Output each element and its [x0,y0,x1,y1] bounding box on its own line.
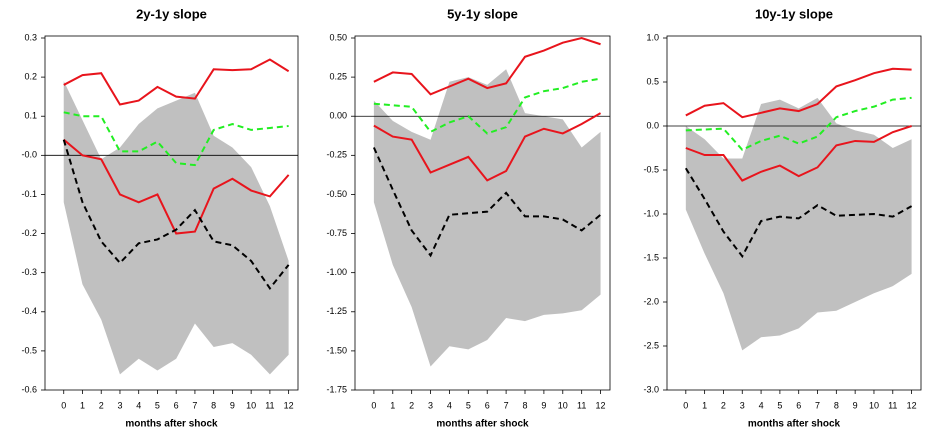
y-tick-label: -0.75 [326,228,347,238]
x-tick-label: 6 [485,400,490,410]
x-tick-label: 2 [99,400,104,410]
y-tick-label: -0.50 [326,189,347,199]
series-line [63,138,290,235]
x-axis-label: months after shock [125,419,218,430]
y-tick-label: -0.5 [643,164,659,174]
x-tick-label: 1 [80,400,85,410]
x-tick-label: 12 [907,400,917,410]
x-tick-label: 0 [371,400,376,410]
y-tick-label: -1.0 [643,208,659,218]
x-tick-label: 9 [541,400,546,410]
series-line [685,96,912,151]
x-tick-label: 9 [230,400,235,410]
y-tick-label: 0.25 [329,71,347,81]
y-tick-label: -1.50 [326,345,347,355]
plot-frame [666,35,922,391]
series-line [684,167,913,259]
y-tick-label: 0.5 [646,76,659,86]
panel: 2y-1y slope 0.3 0.2 0.1 -0.0 -0.1 -0.2 -0.3 -0.4… [21,6,299,430]
panel: 10y-1y slope 1.0 0.5 0.0 -0.5 -1.0 -1.5 -2.0 -2.… [643,6,922,430]
x-tick-label: 0 [683,400,688,410]
y-tick-label: -0.25 [326,150,347,160]
x-tick-label: 3 [117,400,122,410]
confidence-band [373,69,601,367]
y-tick-label: -0.5 [21,345,37,355]
y-tick-label: -0.3 [21,267,37,277]
series-line [373,77,601,135]
series-line [685,125,912,182]
x-tick-label: 10 [246,400,256,410]
panel-title: 5y-1y slope [447,6,518,21]
x-tick-label: 6 [796,400,801,410]
x-tick-label: 7 [815,400,820,410]
y-tick-label: -0.2 [21,228,37,238]
x-tick-label: 0 [61,400,66,410]
x-tick-label: 8 [834,400,839,410]
x-tick-label: 7 [192,400,197,410]
panel-title: 10y-1y slope [755,6,833,21]
x-tick-label: 12 [284,400,294,410]
y-tick-label: -3.0 [643,384,659,394]
series-line [685,67,912,119]
x-tick-label: 4 [136,400,141,410]
y-tick-label: 0.3 [24,32,37,42]
x-tick-label: 5 [466,400,471,410]
series-line [372,147,602,258]
x-tick-label: 5 [777,400,782,410]
y-tick-label: -1.5 [643,252,659,262]
y-tick-label: -0.6 [21,384,37,394]
x-tick-label: 11 [888,400,897,410]
x-tick-label: 9 [853,400,858,410]
series-line [62,139,290,290]
x-tick-label: 12 [596,400,606,410]
plot-frame [354,35,611,391]
y-tick-label: -1.00 [326,267,347,277]
x-axis-label: months after shock [436,419,529,430]
y-tick-label: 0.0 [646,120,659,130]
x-tick-label: 3 [740,400,745,410]
panel-title: 2y-1y slope [136,6,207,21]
x-tick-label: 10 [869,400,879,410]
x-axis-label: months after shock [748,419,841,430]
x-tick-label: 1 [702,400,707,410]
x-tick-label: 2 [721,400,726,410]
y-tick-label: 0.1 [24,111,37,121]
y-tick-label: -1.75 [326,384,347,394]
series-line [63,111,289,167]
x-tick-label: 5 [155,400,160,410]
x-tick-label: 2 [409,400,414,410]
panel: 5y-1y slope 0.50 0.25 0.00 -0.25 -0.50 -0.75 -1… [326,6,611,430]
plot-frame [44,35,299,391]
y-tick-label: -2.0 [643,296,659,306]
series-line [373,36,601,96]
series-line [63,58,290,106]
y-tick-label: -2.5 [643,340,659,350]
y-tick-label: 0.50 [329,32,347,42]
x-tick-label: 4 [759,400,764,410]
confidence-band [63,81,289,375]
x-tick-label: 8 [522,400,527,410]
x-tick-label: 1 [390,400,395,410]
x-tick-label: 8 [211,400,216,410]
x-tick-label: 4 [447,400,452,410]
x-tick-label: 11 [577,400,586,410]
x-tick-label: 3 [428,400,433,410]
x-tick-label: 10 [558,400,568,410]
y-tick-label: -0.4 [21,306,37,316]
y-tick-label: -0.1 [21,189,37,199]
y-tick-label: -1.25 [326,306,347,316]
y-tick-label: -0.0 [21,150,37,160]
series-line [373,112,602,182]
x-tick-label: 6 [174,400,179,410]
x-tick-label: 7 [504,400,509,410]
x-tick-label: 11 [265,400,274,410]
y-tick-label: 1.0 [646,32,659,42]
confidence-band [685,97,912,351]
y-tick-label: 0.00 [329,111,347,121]
y-tick-label: 0.2 [24,71,37,81]
